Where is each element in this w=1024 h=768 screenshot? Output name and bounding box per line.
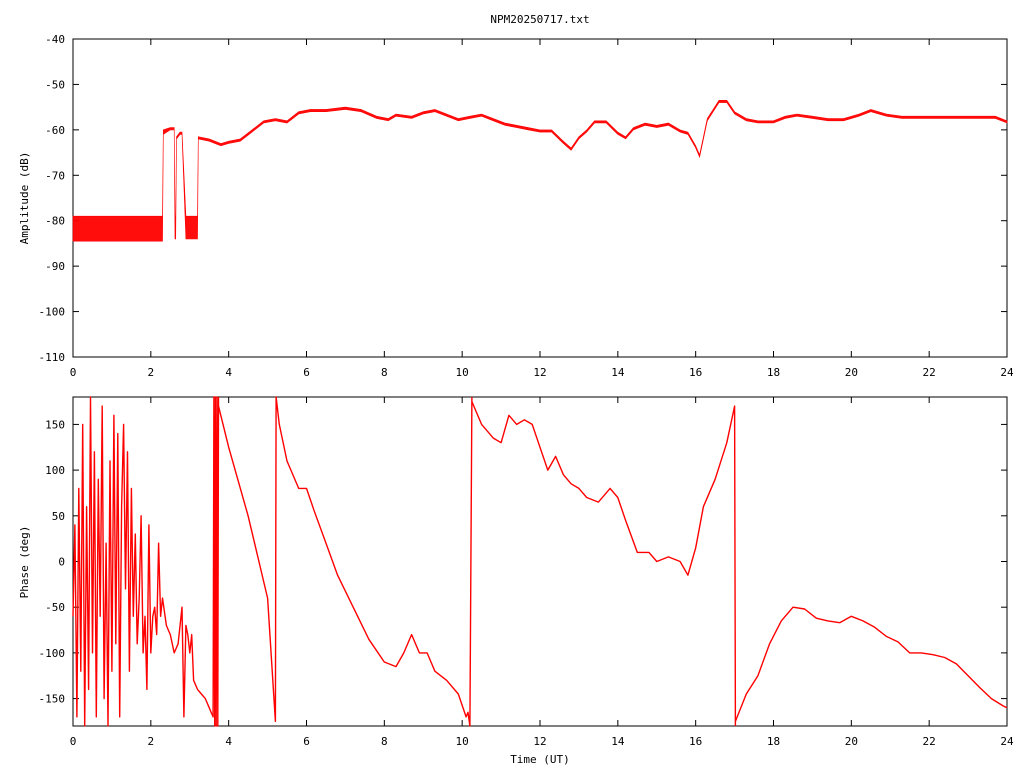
phase-y-tick-label: 50	[52, 510, 65, 523]
amplitude-y-tick-label: -110	[39, 351, 66, 364]
amplitude-x-tick-label: 0	[70, 366, 77, 379]
phase-y-tick-label: 100	[45, 464, 65, 477]
phase-x-tick-label: 16	[689, 735, 702, 748]
amplitude-y-tick-label: -80	[45, 215, 65, 228]
phase-series-line	[217, 396, 473, 727]
phase-x-tick-label: 20	[845, 735, 858, 748]
phase-y-tick-label: 0	[58, 556, 65, 569]
phase-series-line	[72, 396, 220, 727]
amplitude-x-tick-label: 8	[381, 366, 388, 379]
phase-y-tick-label: -100	[39, 647, 66, 660]
phase-series-line	[734, 606, 1008, 722]
amplitude-x-tick-label: 10	[456, 366, 469, 379]
phase-series	[72, 396, 1008, 727]
phase-x-tick-label: 22	[923, 735, 936, 748]
amplitude-plot-frame	[72, 38, 1008, 358]
amplitude-y-tick-label: -50	[45, 78, 65, 91]
amplitude-y-tick-label: -90	[45, 260, 65, 273]
phase-x-tick-label: 10	[456, 735, 469, 748]
phase-x-tick-label: 18	[767, 735, 780, 748]
phase-x-tick-label: 0	[70, 735, 77, 748]
amplitude-x-tick-label: 2	[148, 366, 155, 379]
amplitude-y-tick-label: -70	[45, 169, 65, 182]
phase-y-tick-label: -150	[39, 693, 66, 706]
amplitude-x-tick-label: 24	[1000, 366, 1014, 379]
phase-x-tick-label: 8	[381, 735, 388, 748]
amplitude-x-tick-label: 6	[303, 366, 310, 379]
phase-x-tick-label: 24	[1000, 735, 1014, 748]
phase-x-tick-label: 14	[611, 735, 625, 748]
amplitude-tick-labels: 0 2 4 6 8 10 12 14 16 18 20 22 24-40-50-60-70-80-90-…	[39, 33, 1014, 379]
amplitude-ticks	[72, 38, 1008, 358]
amplitude-x-tick-label: 14	[611, 366, 625, 379]
time-x-axis-label: Time (UT)	[510, 753, 570, 766]
amplitude-y-tick-label: -60	[45, 124, 65, 137]
phase-ticks	[72, 397, 1008, 726]
phase-x-tick-label: 6	[303, 735, 310, 748]
phase-y-tick-label: 150	[45, 418, 65, 431]
phase-panel: 0 2 4 6 8 10 12 14 16 18 20 22 24150100500-50-100-15…	[18, 396, 1014, 766]
amplitude-y-tick-label: -40	[45, 33, 65, 46]
amplitude-x-tick-label: 22	[923, 366, 936, 379]
amplitude-x-tick-label: 20	[845, 366, 858, 379]
amplitude-x-tick-label: 18	[767, 366, 780, 379]
phase-series-line	[471, 401, 737, 727]
amplitude-noise-band	[72, 100, 1008, 242]
amplitude-y-tick-label: -100	[39, 306, 66, 319]
phase-y-tick-label: -50	[45, 601, 65, 614]
phase-y-axis-label: Phase (deg)	[18, 526, 31, 599]
amplitude-y-axis-label: Amplitude (dB)	[18, 152, 31, 245]
phase-x-tick-label: 12	[533, 735, 546, 748]
chart-title: NPM20250717.txt	[490, 13, 589, 26]
amplitude-x-tick-label: 4	[225, 366, 232, 379]
phase-x-tick-label: 2	[148, 735, 155, 748]
amplitude-x-tick-label: 12	[533, 366, 546, 379]
phase-tick-labels: 0 2 4 6 8 10 12 14 16 18 20 22 24150100500-50-100-15…	[39, 418, 1014, 748]
amplitude-x-tick-label: 16	[689, 366, 702, 379]
phase-x-tick-label: 4	[225, 735, 232, 748]
amplitude-panel: 0 2 4 6 8 10 12 14 16 18 20 22 24-40-50-60-70-80-90-…	[18, 33, 1014, 379]
